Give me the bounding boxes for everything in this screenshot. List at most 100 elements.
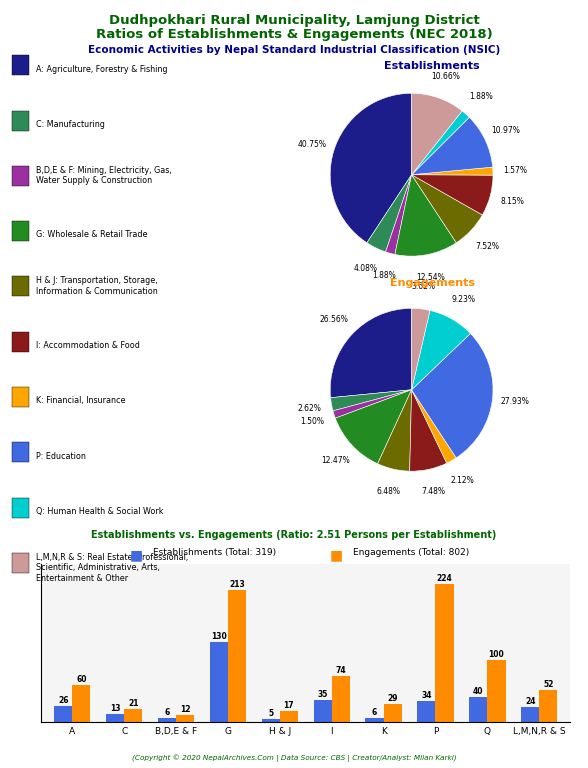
Bar — [417, 701, 436, 722]
Bar — [383, 704, 402, 722]
Wedge shape — [330, 308, 412, 398]
Text: 12: 12 — [180, 704, 191, 713]
Bar — [487, 660, 506, 722]
Wedge shape — [330, 390, 412, 411]
Text: 130: 130 — [211, 632, 227, 641]
Bar — [313, 700, 332, 722]
Text: 12.47%: 12.47% — [321, 456, 350, 465]
Bar — [72, 685, 91, 722]
Bar — [106, 714, 124, 722]
Text: 60: 60 — [76, 675, 86, 684]
Bar — [176, 714, 194, 722]
Bar — [280, 711, 298, 722]
Text: P: Education: P: Education — [36, 452, 86, 461]
Bar — [436, 584, 453, 722]
Text: 213: 213 — [229, 581, 245, 590]
Text: Q: Human Health & Social Work: Q: Human Health & Social Work — [36, 507, 164, 516]
Wedge shape — [410, 390, 447, 471]
Bar — [539, 690, 557, 722]
Wedge shape — [335, 390, 412, 464]
Wedge shape — [412, 308, 430, 390]
Text: 1.57%: 1.57% — [504, 166, 527, 174]
Wedge shape — [412, 167, 493, 175]
Bar — [365, 718, 383, 722]
Text: G: Wholesale & Retail Trade: G: Wholesale & Retail Trade — [36, 230, 148, 240]
Text: 35: 35 — [318, 690, 328, 700]
Bar — [469, 697, 487, 722]
Wedge shape — [412, 111, 469, 175]
Text: Dudhpokhari Rural Municipality, Lamjung District: Dudhpokhari Rural Municipality, Lamjung … — [109, 14, 479, 27]
Text: Establishments (Total: 319): Establishments (Total: 319) — [153, 548, 276, 558]
Bar — [124, 709, 142, 722]
Wedge shape — [377, 390, 412, 471]
Bar — [262, 719, 280, 722]
Text: 13: 13 — [110, 704, 121, 713]
Text: ■: ■ — [329, 548, 342, 562]
Text: K: Financial, Insurance: K: Financial, Insurance — [36, 396, 126, 406]
Text: 6.48%: 6.48% — [376, 487, 400, 496]
Text: 7.48%: 7.48% — [422, 487, 446, 496]
Text: 40.75%: 40.75% — [298, 141, 326, 149]
Text: 26: 26 — [58, 696, 68, 705]
Text: 2.12%: 2.12% — [451, 476, 475, 485]
Text: I: Accommodation & Food: I: Accommodation & Food — [36, 341, 141, 350]
Text: Ratios of Establishments & Engagements (NEC 2018): Ratios of Establishments & Engagements (… — [96, 28, 492, 41]
Text: H & J: Transportation, Storage,
Information & Communication: H & J: Transportation, Storage, Informat… — [36, 276, 158, 296]
Text: B,D,E & F: Mining, Electricity, Gas,
Water Supply & Construction: B,D,E & F: Mining, Electricity, Gas, Wat… — [36, 166, 172, 185]
Wedge shape — [412, 175, 482, 243]
Text: 74: 74 — [336, 667, 346, 675]
Text: Establishments vs. Engagements (Ratio: 2.51 Persons per Establishment): Establishments vs. Engagements (Ratio: 2… — [91, 530, 497, 540]
Text: 1.88%: 1.88% — [469, 92, 493, 101]
Wedge shape — [395, 175, 456, 256]
Text: Engagements: Engagements — [390, 278, 475, 288]
Text: Economic Activities by Nepal Standard Industrial Classification (NSIC): Economic Activities by Nepal Standard In… — [88, 45, 500, 55]
Wedge shape — [412, 333, 493, 458]
Text: 5: 5 — [268, 709, 273, 718]
Text: 12.54%: 12.54% — [417, 273, 445, 282]
Text: 8.15%: 8.15% — [500, 197, 524, 206]
Text: 52: 52 — [543, 680, 553, 689]
Text: 29: 29 — [387, 694, 398, 703]
Text: 26.56%: 26.56% — [320, 316, 349, 324]
Wedge shape — [412, 390, 456, 463]
Text: L,M,N,R & S: Real Estate, Professional,
Scientific, Administrative, Arts,
Entert: L,M,N,R & S: Real Estate, Professional, … — [36, 553, 189, 583]
Text: 10.97%: 10.97% — [492, 126, 520, 135]
Text: 1.50%: 1.50% — [300, 417, 325, 426]
Text: 10.66%: 10.66% — [432, 71, 460, 81]
Text: 7.52%: 7.52% — [476, 241, 500, 250]
Wedge shape — [367, 175, 412, 252]
Wedge shape — [412, 94, 462, 175]
Wedge shape — [386, 175, 412, 254]
Text: 17: 17 — [283, 701, 294, 710]
Text: A: Agriculture, Forestry & Fishing: A: Agriculture, Forestry & Fishing — [36, 65, 168, 74]
Wedge shape — [330, 93, 412, 243]
Wedge shape — [333, 390, 412, 419]
Bar — [210, 641, 228, 722]
Text: 4.08%: 4.08% — [354, 264, 378, 273]
Wedge shape — [412, 175, 493, 215]
Wedge shape — [412, 118, 493, 175]
Bar — [228, 591, 246, 722]
Text: C: Manufacturing: C: Manufacturing — [36, 120, 105, 129]
Text: 9.23%: 9.23% — [451, 295, 475, 303]
Text: Establishments: Establishments — [385, 61, 480, 71]
Text: 6: 6 — [372, 708, 377, 717]
Text: 24: 24 — [525, 697, 536, 707]
Text: 40: 40 — [473, 687, 483, 697]
Text: 2.62%: 2.62% — [297, 404, 321, 413]
Text: (Copyright © 2020 NepalArchives.Com | Data Source: CBS | Creator/Analyst: Milan : (Copyright © 2020 NepalArchives.Com | Da… — [132, 754, 456, 762]
Text: 3.62%: 3.62% — [412, 282, 436, 291]
Text: 224: 224 — [437, 574, 452, 583]
Bar — [332, 677, 350, 722]
Wedge shape — [412, 310, 470, 390]
Text: 6: 6 — [165, 708, 169, 717]
Text: 34: 34 — [421, 691, 432, 700]
Bar — [54, 706, 72, 722]
Bar — [521, 707, 539, 722]
Text: 100: 100 — [489, 650, 505, 659]
Text: 21: 21 — [128, 699, 139, 708]
Text: 27.93%: 27.93% — [501, 397, 530, 406]
Text: Engagements (Total: 802): Engagements (Total: 802) — [353, 548, 469, 558]
Bar — [158, 718, 176, 722]
Text: ■: ■ — [129, 548, 142, 562]
